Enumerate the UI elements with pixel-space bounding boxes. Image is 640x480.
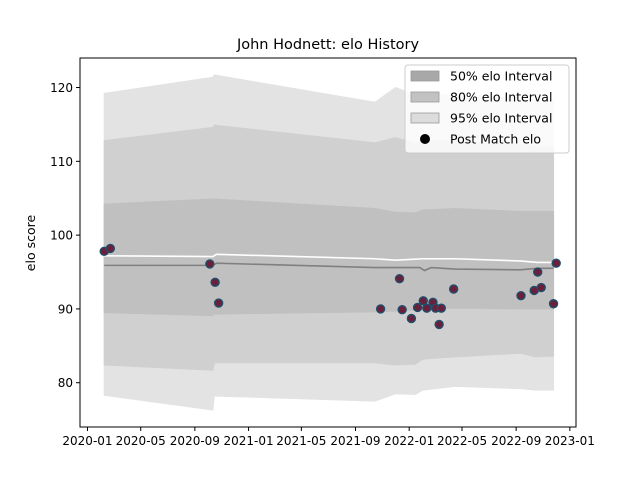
x-tick-label: 2020-05 <box>116 434 166 448</box>
estimate-line-upper <box>104 253 554 264</box>
x-tick-label: 2021-01 <box>223 434 273 448</box>
post-match-point <box>434 319 444 330</box>
post-match-point <box>548 299 559 309</box>
x-tick-label: 2022-01 <box>384 434 434 448</box>
post-match-point <box>436 303 447 313</box>
legend: 50% elo Interval 80% elo Interval 95% elo … <box>404 64 570 154</box>
legend-swatch <box>410 112 440 124</box>
x-tick-label: 2022-05 <box>437 434 487 448</box>
post-match-point <box>412 302 423 313</box>
post-match-point <box>210 277 220 288</box>
post-match-point <box>105 243 116 254</box>
x-tick-label: 2020-01 <box>62 434 112 448</box>
post-match-point <box>418 296 428 306</box>
legend-swatch <box>410 70 440 82</box>
post-match-point <box>536 282 546 293</box>
post-match-point <box>533 267 543 277</box>
legend-swatch <box>410 91 440 103</box>
legend-box <box>404 64 570 154</box>
post-match-point <box>516 290 526 301</box>
x-tick-label: 2020-09 <box>170 434 220 448</box>
post-match-point <box>397 304 407 315</box>
post-match-point <box>375 304 386 314</box>
post-match-point <box>394 273 405 284</box>
legend-marker <box>420 134 430 144</box>
x-tick-label: 2021-05 <box>276 434 326 448</box>
post-match-point <box>406 313 417 324</box>
legend-label: Post Match elo <box>450 132 541 147</box>
post-match-point <box>422 303 432 313</box>
post-match-point <box>205 259 215 269</box>
x-tick-label: 2021-09 <box>330 434 380 448</box>
y-tick-label: 100 <box>50 229 73 243</box>
x-tick-label: 2023-01 <box>545 434 595 448</box>
plot-area: 2020-01 2020-05 2020-09 2021-01 2021-05 2021-… <box>50 57 595 448</box>
post-match-point <box>551 258 561 268</box>
y-tick-label: 80 <box>58 376 73 390</box>
axes-frame <box>79 57 577 428</box>
estimate-line-median <box>104 262 554 272</box>
chart-title: John Hodnett: elo History <box>236 37 420 53</box>
y-tick-label: 90 <box>58 302 73 316</box>
legend-label: 50% elo Interval <box>450 69 552 84</box>
y-tick-label: 110 <box>50 155 73 169</box>
x-tick-label: 2022-09 <box>491 434 541 448</box>
post-match-point <box>448 284 459 294</box>
y-tick-label: 120 <box>50 81 73 95</box>
plot-content <box>99 74 561 411</box>
legend-label: 95% elo Interval <box>450 111 552 126</box>
post-match-point <box>213 298 224 308</box>
legend-label: 80% elo Interval <box>450 90 552 105</box>
y-axis-label: elo score <box>23 215 38 272</box>
